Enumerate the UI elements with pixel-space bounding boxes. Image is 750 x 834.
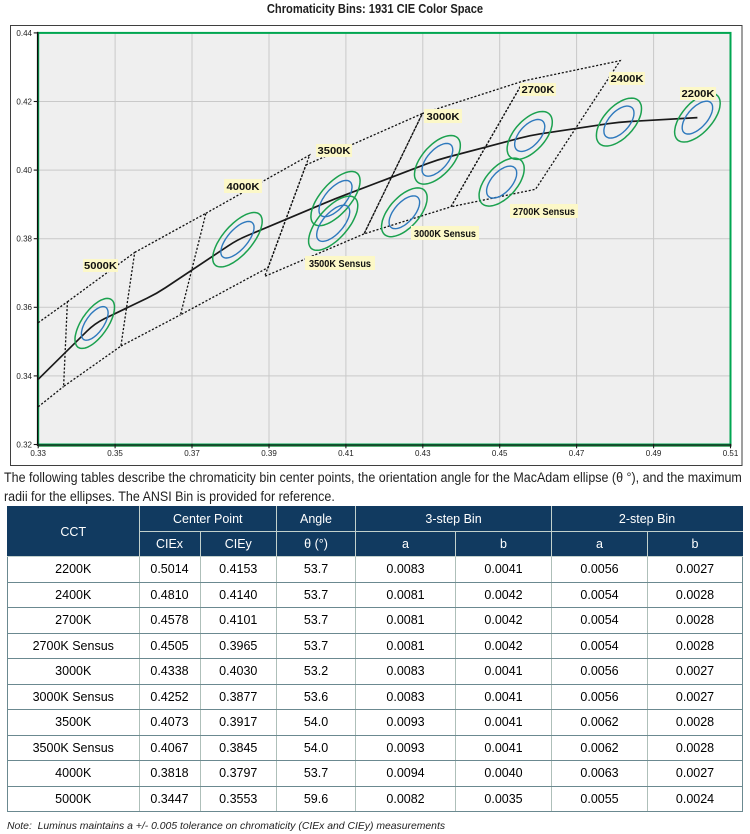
- svg-text:0.51: 0.51: [723, 449, 739, 458]
- svg-text:4000K: 4000K: [227, 181, 260, 193]
- svg-text:0.36: 0.36: [16, 303, 32, 312]
- svg-text:0.44: 0.44: [16, 29, 32, 38]
- svg-text:0.43: 0.43: [415, 449, 431, 458]
- svg-text:0.37: 0.37: [184, 449, 200, 458]
- svg-text:0.38: 0.38: [16, 235, 32, 244]
- svg-text:0.34: 0.34: [16, 372, 32, 381]
- svg-text:0.39: 0.39: [261, 449, 277, 458]
- svg-text:3500K Sensus: 3500K Sensus: [309, 258, 371, 270]
- svg-text:0.49: 0.49: [646, 449, 662, 458]
- svg-text:2700K: 2700K: [522, 84, 555, 96]
- svg-text:0.42: 0.42: [16, 97, 32, 106]
- svg-text:0.33: 0.33: [30, 449, 46, 458]
- svg-text:0.47: 0.47: [569, 449, 585, 458]
- svg-text:0.32: 0.32: [16, 440, 32, 449]
- svg-text:0.40: 0.40: [16, 166, 32, 175]
- svg-text:2200K: 2200K: [682, 88, 715, 100]
- svg-text:2700K Sensus: 2700K Sensus: [513, 206, 575, 218]
- svg-text:2400K: 2400K: [611, 73, 644, 85]
- svg-text:3000K Sensus: 3000K Sensus: [414, 228, 476, 240]
- svg-text:0.35: 0.35: [107, 449, 123, 458]
- svg-text:3500K: 3500K: [318, 145, 351, 157]
- svg-text:0.45: 0.45: [492, 449, 508, 458]
- svg-text:5000K: 5000K: [84, 260, 117, 272]
- svg-text:3000K: 3000K: [427, 111, 460, 123]
- svg-text:0.41: 0.41: [338, 449, 354, 458]
